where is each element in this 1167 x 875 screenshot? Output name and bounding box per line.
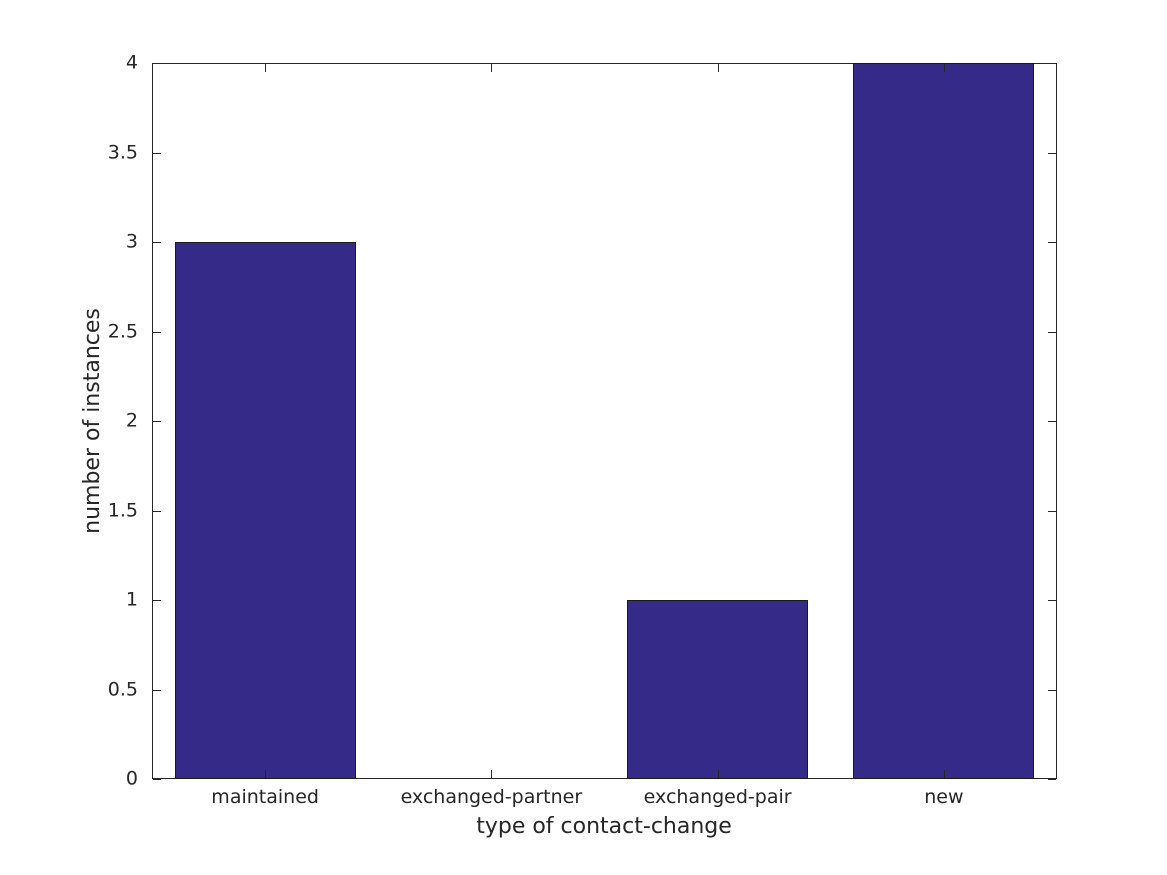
y-tick-label: 0 — [125, 767, 138, 790]
x-tick-top — [491, 64, 493, 72]
x-tick-bottom — [943, 770, 945, 778]
y-tick-label: 3.5 — [107, 141, 138, 163]
y-tick-right — [1048, 779, 1056, 780]
y-tick-label: 1 — [125, 588, 138, 611]
y-tick-left — [153, 689, 161, 691]
y-tick-label: 4 — [125, 51, 138, 74]
bar-new — [853, 63, 1035, 779]
x-tick-top — [265, 64, 267, 72]
y-tick-right — [1048, 63, 1056, 64]
y-tick-label: 2 — [125, 409, 138, 432]
y-tick-right — [1048, 242, 1056, 243]
bar-maintained — [174, 242, 356, 779]
y-tick-left — [153, 600, 161, 601]
x-tick-bottom — [717, 770, 719, 778]
x-tick-label: new — [924, 786, 964, 808]
x-axis-label: type of contact-change — [476, 814, 732, 839]
y-tick-label: 1.5 — [107, 499, 138, 521]
bar-exchanged-pair — [627, 600, 809, 779]
y-tick-right — [1048, 331, 1056, 333]
y-tick-label: 2.5 — [107, 320, 138, 342]
x-tick-bottom — [265, 770, 267, 778]
y-tick-right — [1048, 152, 1056, 154]
y-tick-right — [1048, 689, 1056, 691]
y-tick-right — [1048, 600, 1056, 601]
y-tick-left — [153, 779, 161, 780]
y-tick-left — [153, 242, 161, 243]
y-tick-left — [153, 63, 161, 64]
y-tick-label: 0.5 — [107, 678, 138, 700]
x-tick-label: exchanged-partner — [400, 786, 583, 808]
x-tick-top — [943, 64, 945, 72]
x-tick-label: exchanged-pair — [643, 786, 792, 808]
y-tick-left — [153, 331, 161, 333]
y-tick-right — [1048, 421, 1056, 422]
x-tick-bottom — [491, 770, 493, 778]
x-tick-label: maintained — [211, 786, 319, 808]
y-tick-left — [153, 152, 161, 154]
y-tick-right — [1048, 510, 1056, 512]
y-tick-label: 3 — [125, 230, 138, 253]
y-tick-left — [153, 510, 161, 512]
y-tick-left — [153, 421, 161, 422]
x-tick-top — [717, 64, 719, 72]
